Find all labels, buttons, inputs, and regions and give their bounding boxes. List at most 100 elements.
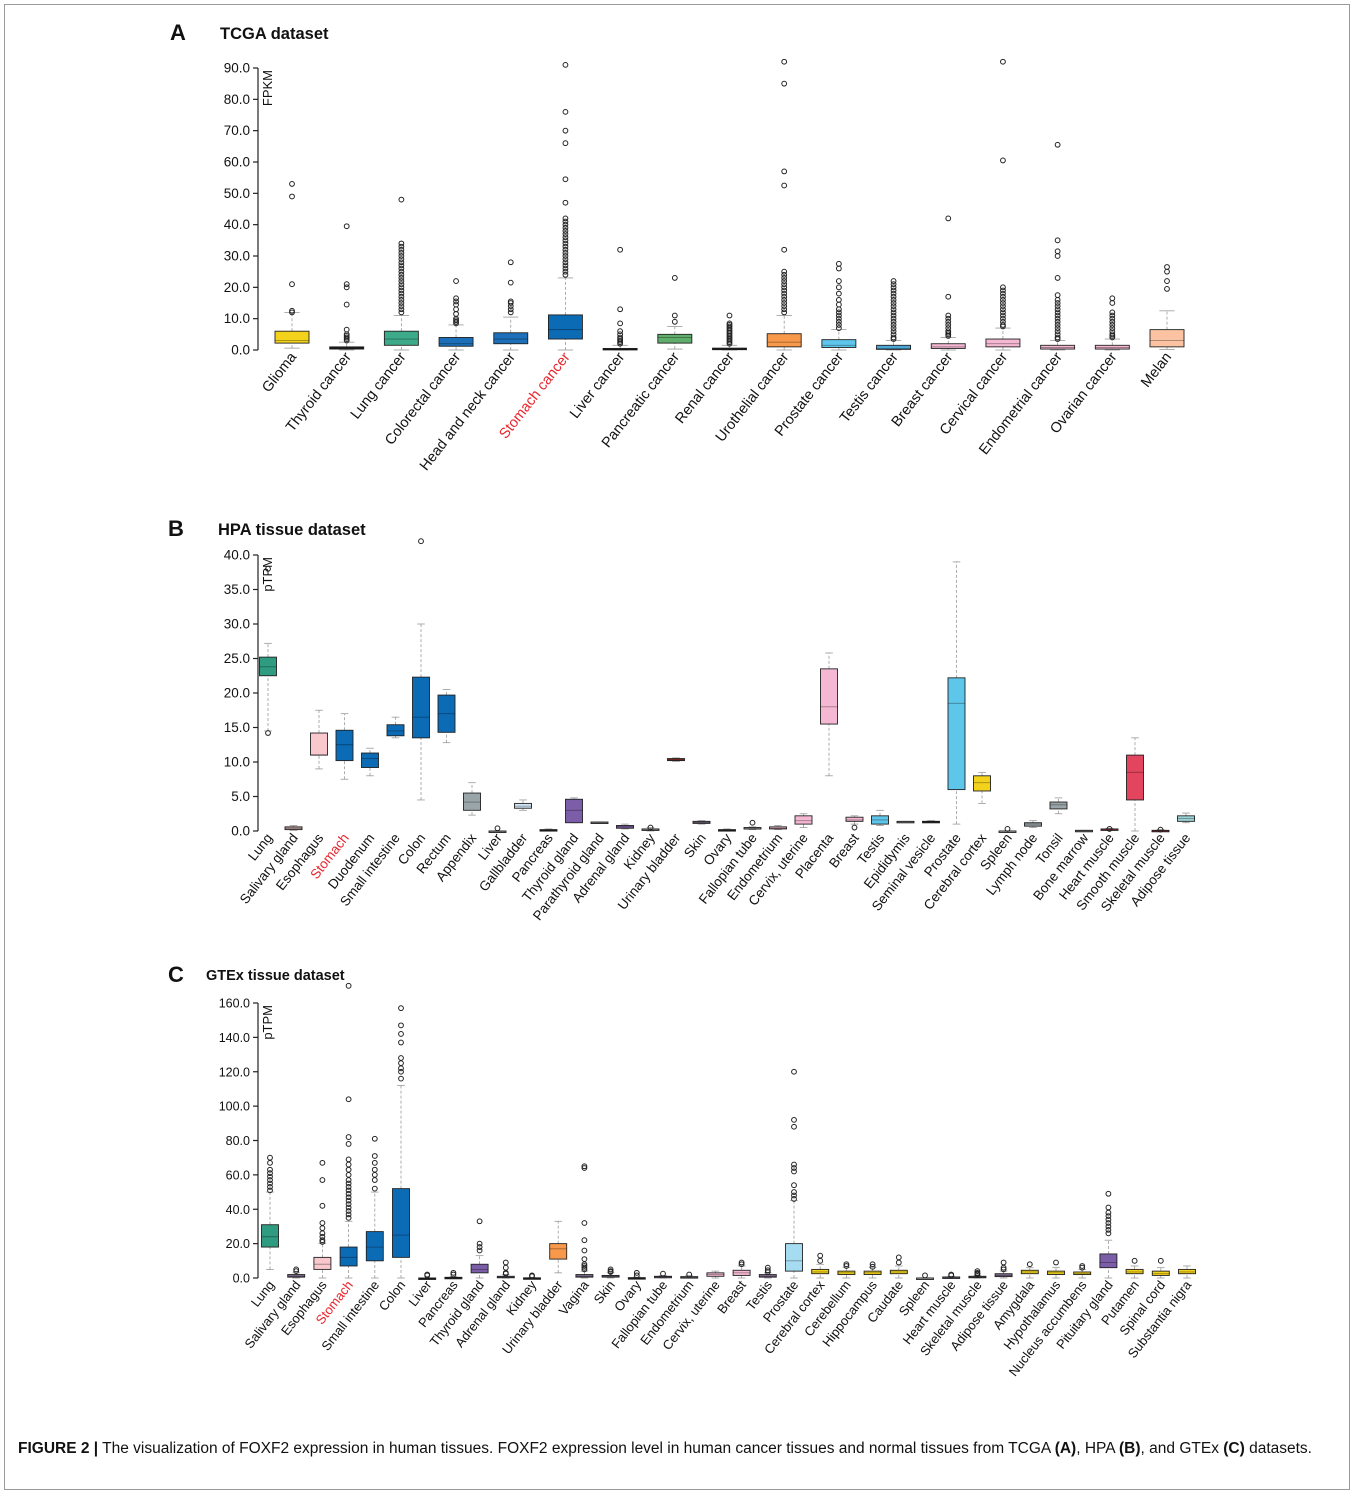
box-body: [1040, 344, 1076, 350]
outlier-point: [562, 140, 569, 147]
outlier-point: [424, 1272, 431, 1279]
outlier-point: [1054, 309, 1061, 316]
box-body: [1100, 828, 1119, 831]
outlier-point: [781, 80, 788, 87]
outlier-point: [267, 1187, 273, 1194]
outlier-point: [398, 271, 405, 278]
outlier-point: [1164, 286, 1170, 292]
box-body: [1178, 1268, 1196, 1275]
outlier-point: [749, 819, 756, 826]
outlier-point: [817, 1252, 824, 1259]
box-body: [718, 829, 736, 832]
outlier-point: [289, 193, 295, 200]
outlier-point: [781, 278, 788, 284]
outlier-point: [398, 284, 405, 291]
outlier-point: [453, 306, 459, 313]
box-body: [329, 346, 365, 350]
outlier-point: [562, 176, 569, 183]
outlier-point: [371, 1153, 378, 1159]
y-axis-label: pTPM: [260, 1005, 275, 1040]
outlier-point: [319, 1230, 326, 1237]
outlier-point: [293, 1268, 300, 1275]
outlier-point: [890, 293, 897, 300]
box-body: [712, 347, 747, 351]
outlier-point: [398, 253, 405, 259]
outlier-point: [890, 281, 897, 288]
box-body: [392, 1188, 410, 1258]
outlier-point: [319, 1159, 326, 1166]
outlier-point: [345, 1201, 352, 1207]
outlier-point: [617, 306, 624, 313]
box-body: [575, 1274, 594, 1278]
outlier-point: [450, 1269, 457, 1276]
outlier-point: [791, 1168, 797, 1175]
outlier-point: [1054, 248, 1061, 255]
outlier-point: [851, 824, 858, 831]
outlier-point: [398, 259, 405, 266]
box-body: [1177, 815, 1195, 822]
outlier-point: [945, 333, 952, 339]
outlier-point: [398, 249, 405, 256]
y-tick-label: 50.0: [224, 186, 250, 201]
outlier-point: [1109, 295, 1116, 302]
outlier-point: [1109, 325, 1116, 331]
outlier-point: [581, 1263, 588, 1269]
outlier-point: [450, 1271, 457, 1278]
outlier-point: [1109, 312, 1116, 319]
outlier-point: [726, 340, 733, 347]
outlier-point: [267, 1154, 273, 1161]
outlier-point: [607, 1266, 614, 1273]
outlier-point: [398, 287, 405, 294]
outlier-point: [398, 281, 405, 288]
x-category-label: Melan: [1138, 350, 1175, 391]
outlier-point: [1054, 237, 1061, 244]
box-body: [667, 758, 685, 762]
caption-ref-c: (C): [1223, 1440, 1245, 1457]
outlier-point: [345, 1171, 352, 1178]
outlier-point: [835, 306, 842, 313]
outlier-point: [507, 300, 514, 306]
y-axis-label: pTPM: [260, 557, 275, 592]
outlier-point: [890, 290, 897, 297]
outlier-point: [781, 293, 788, 300]
outlier-point: [1000, 312, 1006, 319]
outlier-point: [945, 318, 952, 325]
outlier-point: [738, 1259, 745, 1266]
outlier-point: [835, 278, 842, 284]
box-body: [339, 1246, 358, 1267]
box-body: [313, 1256, 332, 1270]
outlier-point: [562, 224, 569, 231]
outlier-point: [835, 260, 842, 267]
caption-text-2: , HPA: [1076, 1440, 1120, 1457]
y-tick-label: 0.0: [231, 824, 250, 839]
box-testis-cancer: Testis cancer: [837, 278, 912, 426]
box-body: [259, 656, 277, 677]
box-body: [335, 729, 354, 762]
box-melan: Melan: [1138, 264, 1185, 391]
outlier-point: [343, 337, 350, 344]
outlier-point: [345, 1187, 352, 1194]
outlier-point: [1109, 334, 1116, 341]
outlier-point: [791, 1123, 797, 1130]
outlier-point: [562, 265, 569, 272]
box-body: [438, 337, 474, 347]
box-body: [274, 330, 310, 344]
outlier-point: [398, 1065, 404, 1072]
outlier-point: [869, 1263, 876, 1270]
box-body: [284, 826, 303, 831]
outlier-point: [1054, 303, 1061, 310]
outlier-point: [671, 275, 678, 281]
outlier-point: [581, 1165, 588, 1171]
box-body: [1075, 829, 1093, 833]
outlier-point: [562, 108, 569, 115]
box-body: [876, 344, 912, 350]
outlier-point: [890, 309, 897, 316]
outlier-point: [562, 218, 569, 225]
y-tick-label: 40.0: [224, 548, 250, 563]
outlier-point: [781, 275, 788, 281]
outlier-point: [791, 1161, 797, 1168]
y-tick-label: 30.0: [224, 617, 250, 632]
outlier-point: [1000, 293, 1006, 300]
outlier-point: [1164, 264, 1170, 270]
outlier-point: [1053, 1259, 1059, 1266]
